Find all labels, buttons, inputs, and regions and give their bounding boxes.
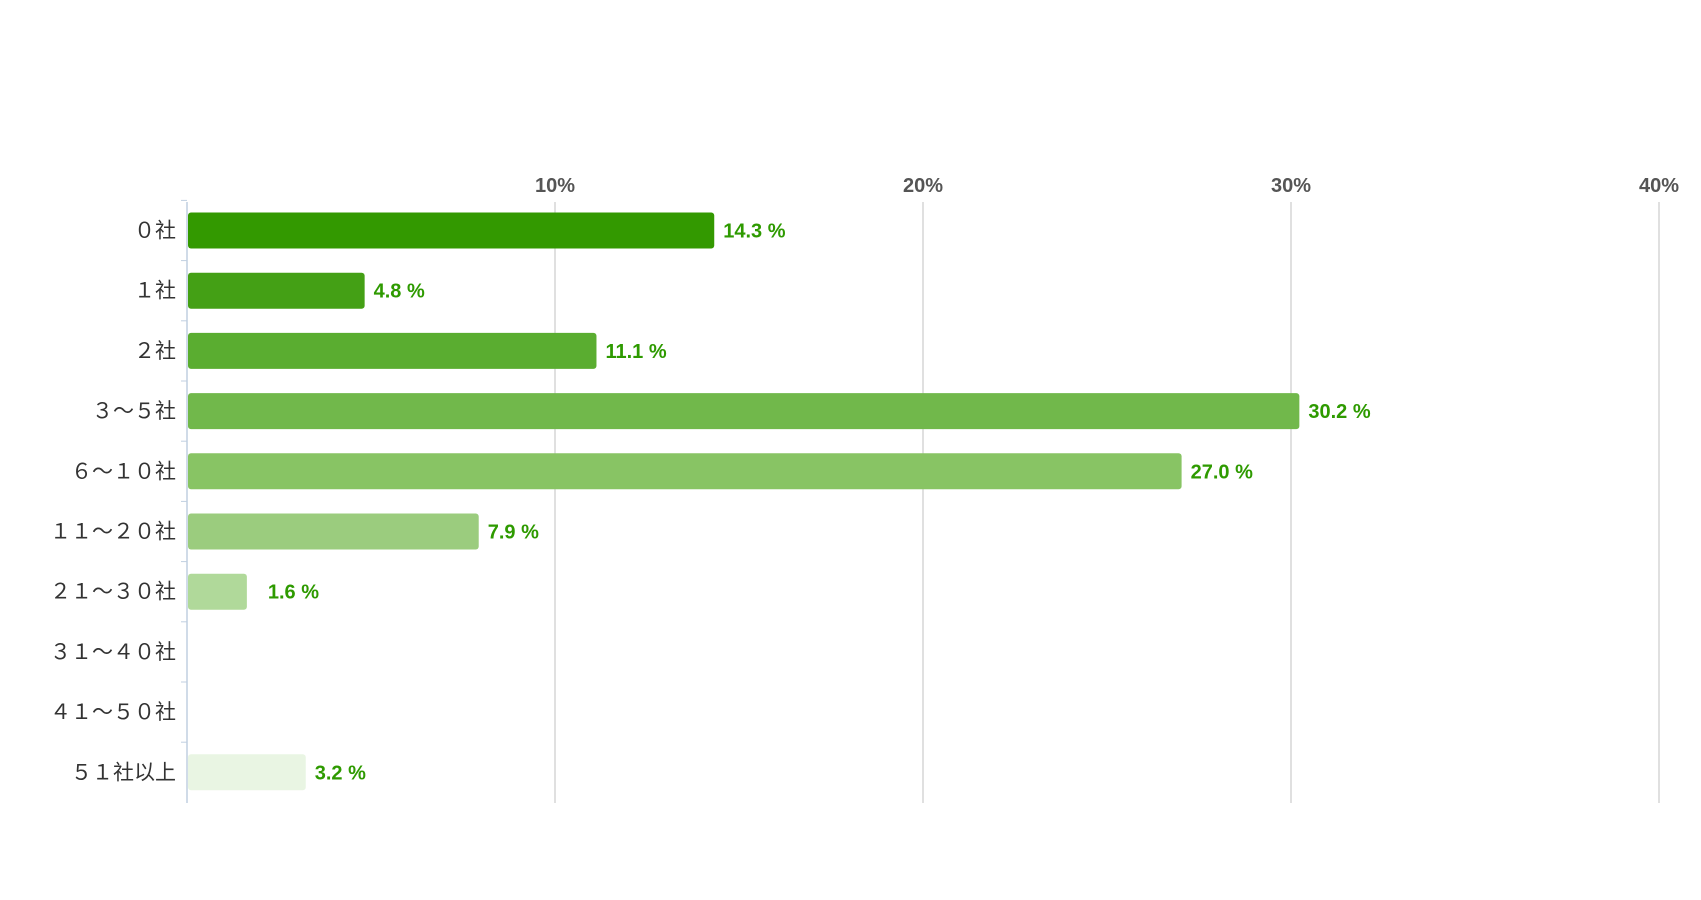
value-label: 11.1 %	[605, 341, 666, 363]
bar	[188, 272, 365, 309]
bar	[188, 513, 479, 550]
labels: 10% 20% 30% 40% ０社 14.3 % １社 4.8 % ２社 11.1 % ３～５社 3…	[50, 175, 1679, 784]
category-label: １社	[134, 279, 176, 303]
value-label: 4.8 %	[374, 281, 425, 303]
category-label: ３～５社	[92, 399, 176, 423]
value-label: 1.6 %	[268, 582, 319, 604]
bars	[188, 212, 1300, 791]
x-tick-label: 40%	[1639, 175, 1679, 197]
bar	[188, 212, 715, 249]
bar	[188, 573, 247, 610]
value-label: 7.9 %	[488, 522, 539, 544]
value-label: 3.2 %	[315, 762, 366, 784]
y-axis	[181, 199, 188, 803]
bar	[188, 332, 597, 369]
x-tick-label: 30%	[1271, 175, 1311, 197]
category-label: ０社	[134, 219, 176, 243]
grid-lines	[554, 202, 1660, 803]
bar	[188, 754, 306, 791]
value-label: 27.0 %	[1191, 461, 1253, 483]
bar	[188, 393, 1300, 430]
value-label: 14.3 %	[723, 221, 785, 243]
category-label: ５１社以上	[71, 760, 176, 784]
category-label: ４１～５０社	[50, 700, 176, 724]
category-label: ６～１０社	[71, 459, 176, 483]
category-label: １１～２０社	[50, 520, 176, 544]
x-tick-label: 20%	[903, 175, 943, 197]
category-label: ２社	[134, 339, 176, 363]
bar	[188, 453, 1182, 490]
x-tick-label: 10%	[535, 175, 575, 197]
category-label: ３１～４０社	[50, 640, 176, 664]
value-label: 30.2 %	[1308, 401, 1370, 423]
category-label: ２１～３０社	[50, 580, 176, 604]
